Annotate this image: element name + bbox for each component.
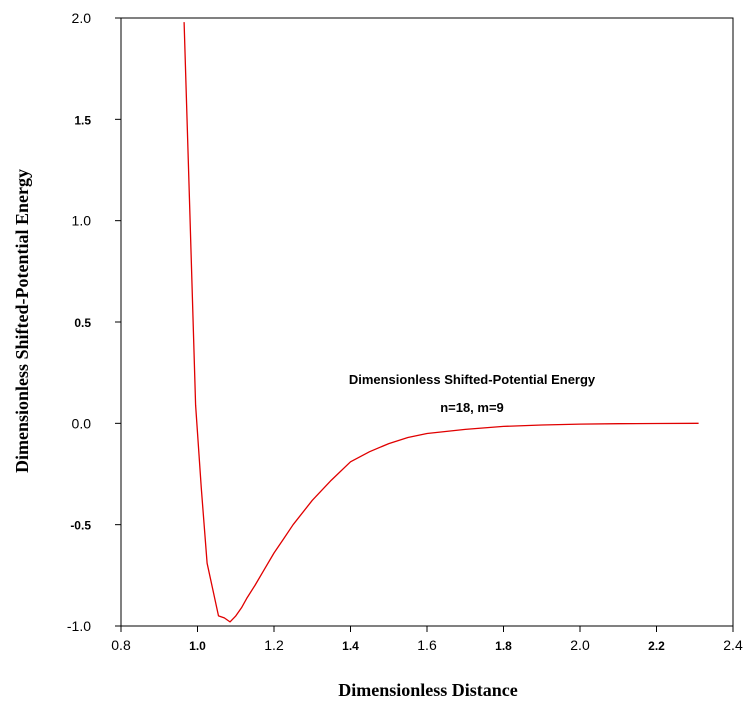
x-axis-title: Dimensionless Distance — [338, 680, 518, 700]
annotation-params: n=18, m=9 — [440, 400, 504, 415]
x-tick-label: 2.4 — [723, 637, 743, 653]
plot-border — [120, 17, 734, 627]
y-tick-label: 1.5 — [74, 113, 91, 127]
x-tick-label: 1.8 — [495, 639, 512, 653]
x-tick-label: 1.4 — [342, 639, 359, 653]
y-axis-title: Dimensionless Shifted-Potential Energy — [12, 169, 32, 473]
plot-area — [120, 17, 734, 627]
x-tick-label: 2.0 — [570, 637, 590, 653]
annotation-title: Dimensionless Shifted-Potential Energy — [349, 372, 596, 387]
y-tick-label: 0.0 — [72, 415, 92, 431]
x-tick-label: 2.2 — [648, 639, 665, 653]
x-tick-label: 0.8 — [111, 637, 131, 653]
y-tick-label: -0.5 — [70, 519, 91, 533]
series-line — [183, 22, 699, 623]
x-tick-label: 1.6 — [417, 637, 437, 653]
x-tick-label: 1.0 — [189, 639, 206, 653]
x-axis-ticks: 0.8 1.0 1.2 1.4 1.6 1.8 2.0 2.2 2.4 — [111, 626, 743, 653]
x-tick-label: 1.2 — [264, 637, 284, 653]
series-layer — [183, 22, 699, 623]
y-tick-label: -1.0 — [67, 618, 91, 634]
y-tick-label: 1.0 — [72, 213, 92, 229]
y-tick-label: 0.5 — [74, 316, 91, 330]
y-tick-label: 2.0 — [72, 10, 92, 26]
y-axis-ticks: -1.0 -0.5 0.0 0.5 1.0 1.5 2.0 — [67, 10, 121, 634]
